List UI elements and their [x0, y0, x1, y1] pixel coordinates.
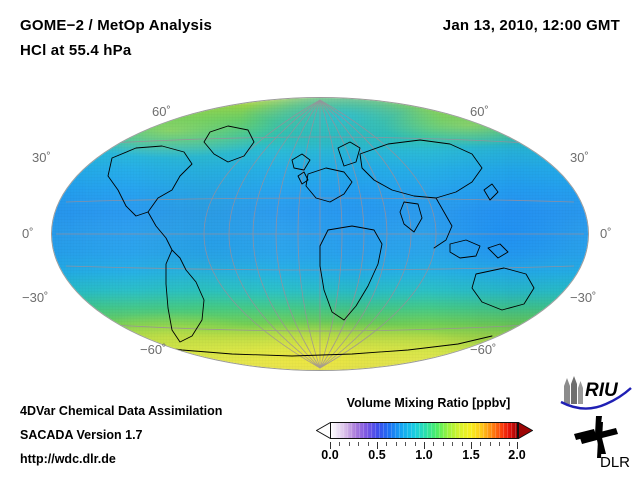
colorbar-tick-minor [499, 442, 501, 446]
colorbar-tick-major [517, 442, 518, 449]
lat-label-right-m60: −60˚ [470, 342, 497, 357]
lat-label-left-0: 0˚ [22, 226, 34, 241]
dlr-logo-text: DLR [600, 454, 630, 470]
lat-label-right-m30: −30˚ [570, 290, 597, 305]
riu-logo-text: RIU [585, 380, 619, 401]
colorbar-tick-labels: 0.0 0.5 1.0 1.5 2.0 [316, 448, 541, 466]
colorbar: Volume Mixing Ratio [ppbv] [316, 396, 541, 468]
colorbar-label-0p5: 0.5 [368, 448, 386, 462]
riu-swoosh-icon [560, 387, 632, 410]
colorbar-ticks [330, 442, 518, 449]
colorbar-dither-grain [331, 423, 517, 438]
colorbar-scale [316, 420, 541, 442]
coastline-outlines [107, 125, 561, 357]
colorbar-label-0: 0.0 [321, 448, 339, 462]
lat-label-right-0: 0˚ [600, 226, 612, 241]
colorbar-tick-minor [348, 442, 350, 446]
page-title-species: HCl at 55.4 hPa [20, 42, 132, 59]
lat-label-left-m30: −30˚ [22, 290, 49, 305]
footer-url-link[interactable]: http://wdc.dlr.de [20, 452, 116, 466]
colorbar-gradient-fill [331, 423, 517, 438]
colorbar-tick-minor [339, 442, 341, 446]
colorbar-tick-minor [442, 442, 444, 446]
colorbar-tick-minor [489, 442, 491, 446]
lat-label-right-30: 30˚ [570, 150, 589, 165]
dlr-mark-icon [574, 416, 618, 458]
colorbar-tick-minor [367, 442, 369, 446]
colorbar-title: Volume Mixing Ratio [ppbv] [346, 396, 511, 410]
page-title-instrument: GOME−2 / MetOp Analysis [20, 17, 213, 34]
colorbar-tick-major [471, 442, 472, 449]
colorbar-tick-minor [433, 442, 435, 446]
riu-tower-icon [564, 376, 583, 404]
colorbar-tick-minor [386, 442, 388, 446]
world-map-globe [52, 98, 588, 370]
colorbar-tick-minor [405, 442, 407, 446]
colorbar-label-1p5: 1.5 [462, 448, 480, 462]
riu-logo: RIU [560, 376, 632, 410]
colorbar-tick-minor [452, 442, 454, 446]
lat-label-left-60: 60˚ [152, 104, 171, 119]
colorbar-low-arrow-cap [316, 422, 331, 439]
colorbar-tick-minor [461, 442, 463, 446]
timestamp-label: Jan 13, 2010, 12:00 GMT [442, 17, 620, 34]
colorbar-label-2: 2.0 [508, 448, 526, 462]
dlr-logo: DLR [574, 416, 630, 470]
map-panel: 60˚ 30˚ 0˚ −30˚ −60˚ 60˚ 30˚ 0˚ −30˚ −60… [0, 88, 640, 380]
graticule-lines [56, 99, 584, 369]
colorbar-high-arrow-cap [518, 422, 533, 439]
colorbar-tick-major [330, 442, 331, 449]
colorbar-tick-minor [480, 442, 482, 446]
lat-label-right-60: 60˚ [470, 104, 489, 119]
footer-method-label: 4DVar Chemical Data Assimilation [20, 404, 223, 418]
colorbar-tick-minor [358, 442, 360, 446]
colorbar-tick-minor [508, 442, 510, 446]
colorbar-tick-major [424, 442, 425, 449]
colorbar-tick-minor [414, 442, 416, 446]
lat-label-left-30: 30˚ [32, 150, 51, 165]
footer-version-label: SACADA Version 1.7 [20, 428, 143, 442]
lat-label-left-m60: −60˚ [140, 342, 167, 357]
colorbar-gradient [330, 422, 518, 439]
colorbar-tick-major [377, 442, 378, 449]
colorbar-label-1: 1.0 [415, 448, 433, 462]
colorbar-tick-minor [395, 442, 397, 446]
